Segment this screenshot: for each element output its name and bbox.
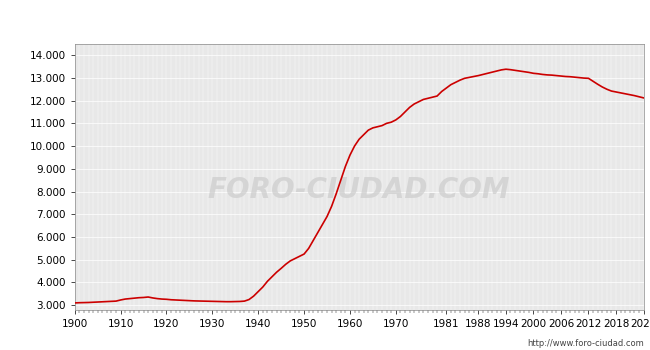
Text: Coria (Municipio) - Evolucion del numero de Habitantes: Coria (Municipio) - Evolucion del numero…: [123, 13, 527, 28]
Text: FORO-CIUDAD.COM: FORO-CIUDAD.COM: [208, 176, 510, 204]
Text: http://www.foro-ciudad.com: http://www.foro-ciudad.com: [526, 339, 644, 348]
